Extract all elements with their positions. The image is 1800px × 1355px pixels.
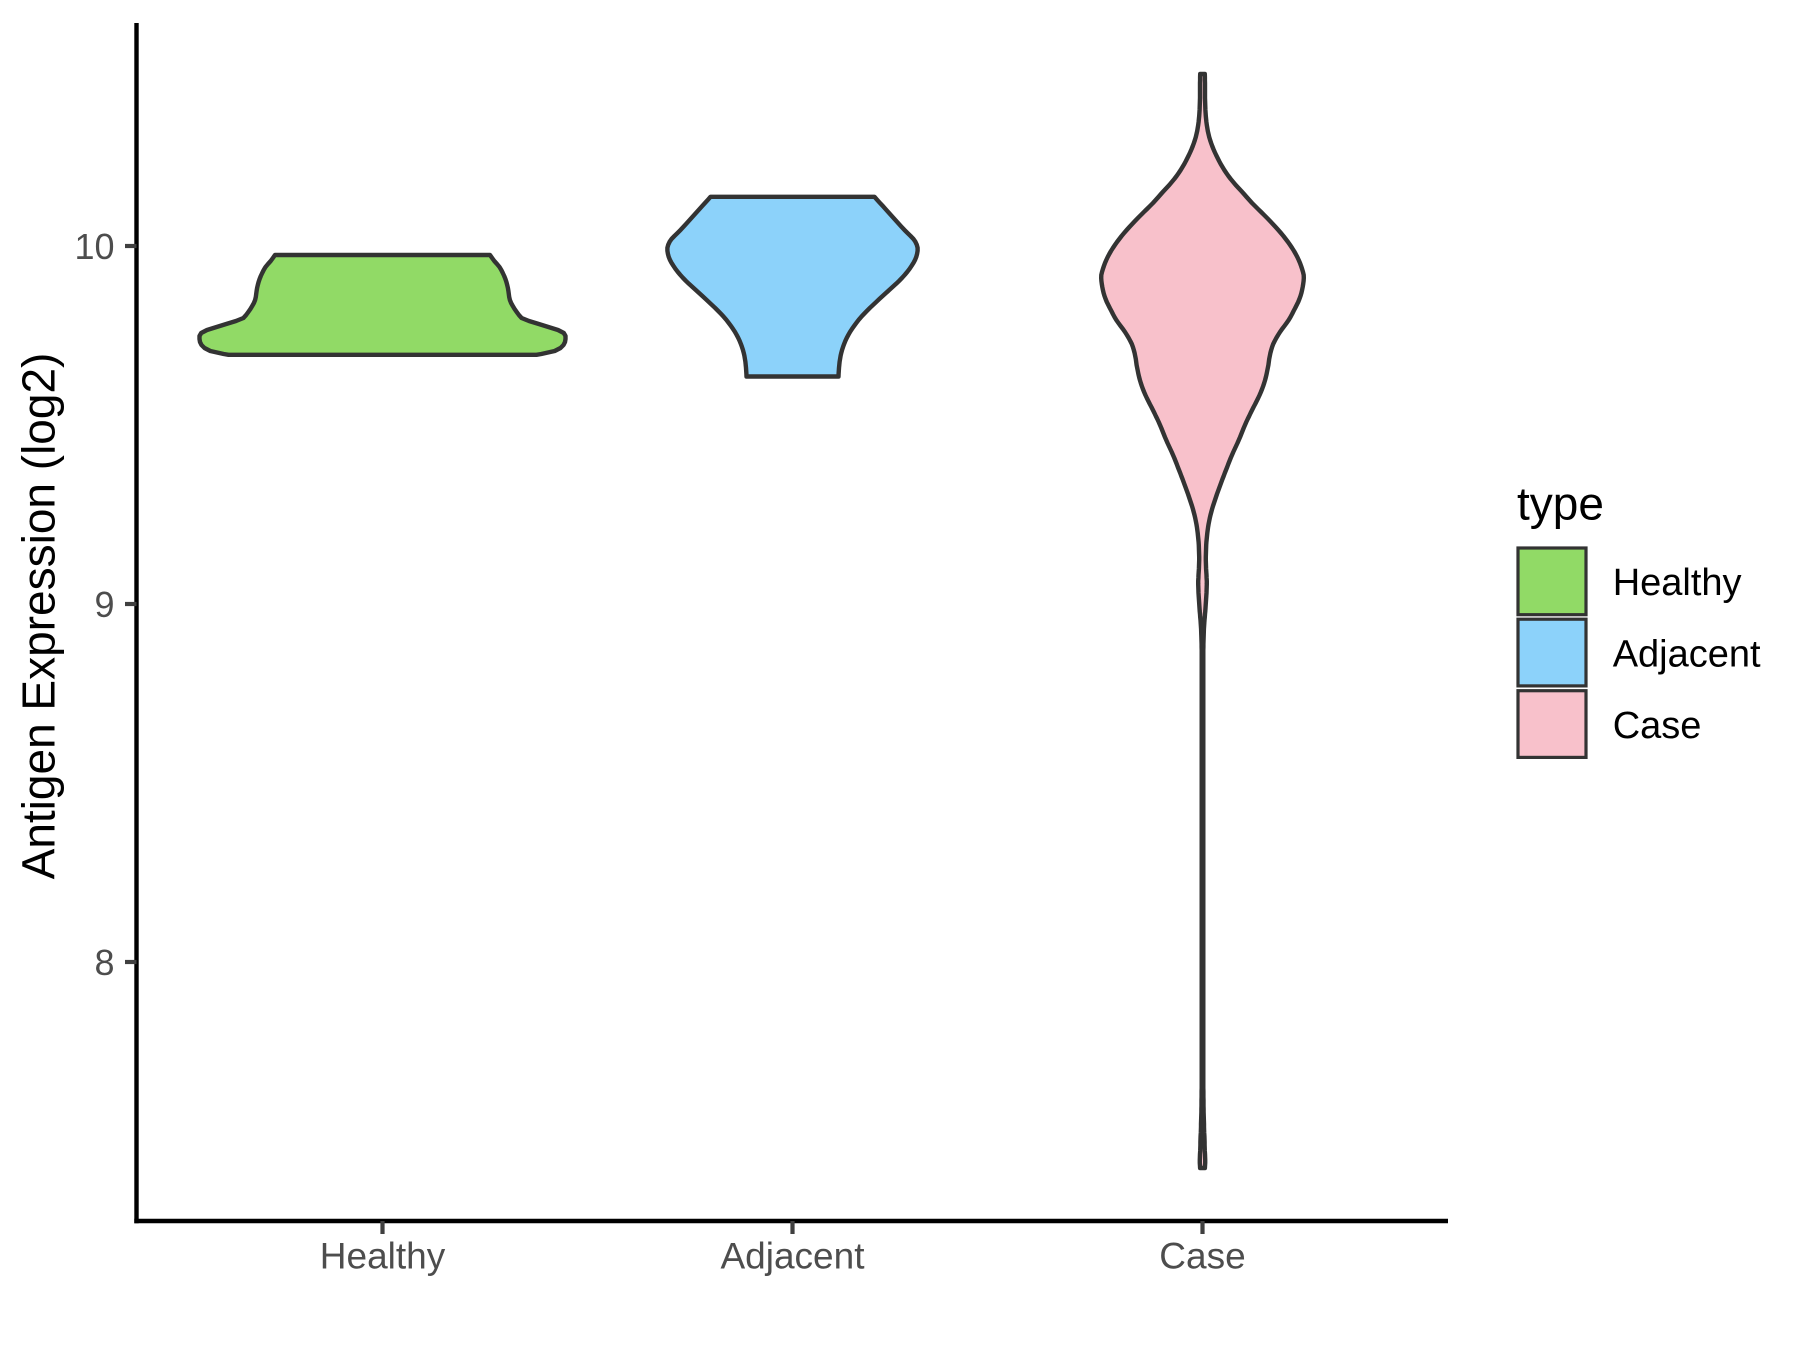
svg-text:Antigen Expression (log2): Antigen Expression (log2) [13, 353, 65, 880]
svg-text:Case: Case [1159, 1236, 1245, 1277]
svg-text:10: 10 [74, 226, 114, 267]
svg-text:Case: Case [1613, 705, 1702, 747]
svg-text:Adjacent: Adjacent [721, 1236, 866, 1277]
svg-text:type: type [1517, 478, 1604, 530]
svg-text:9: 9 [94, 584, 114, 625]
svg-text:Adjacent: Adjacent [1613, 634, 1761, 676]
svg-text:8: 8 [94, 942, 114, 983]
svg-text:Healthy: Healthy [1613, 562, 1742, 604]
svg-text:Healthy: Healthy [320, 1236, 446, 1277]
